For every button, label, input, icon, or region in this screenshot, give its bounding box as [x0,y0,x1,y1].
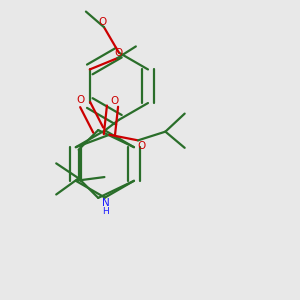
Text: O: O [114,48,122,58]
Text: O: O [99,17,107,27]
Text: H: H [103,207,109,216]
Text: O: O [110,96,118,106]
Text: N: N [102,198,110,208]
Text: O: O [138,141,146,151]
Text: O: O [77,94,85,105]
